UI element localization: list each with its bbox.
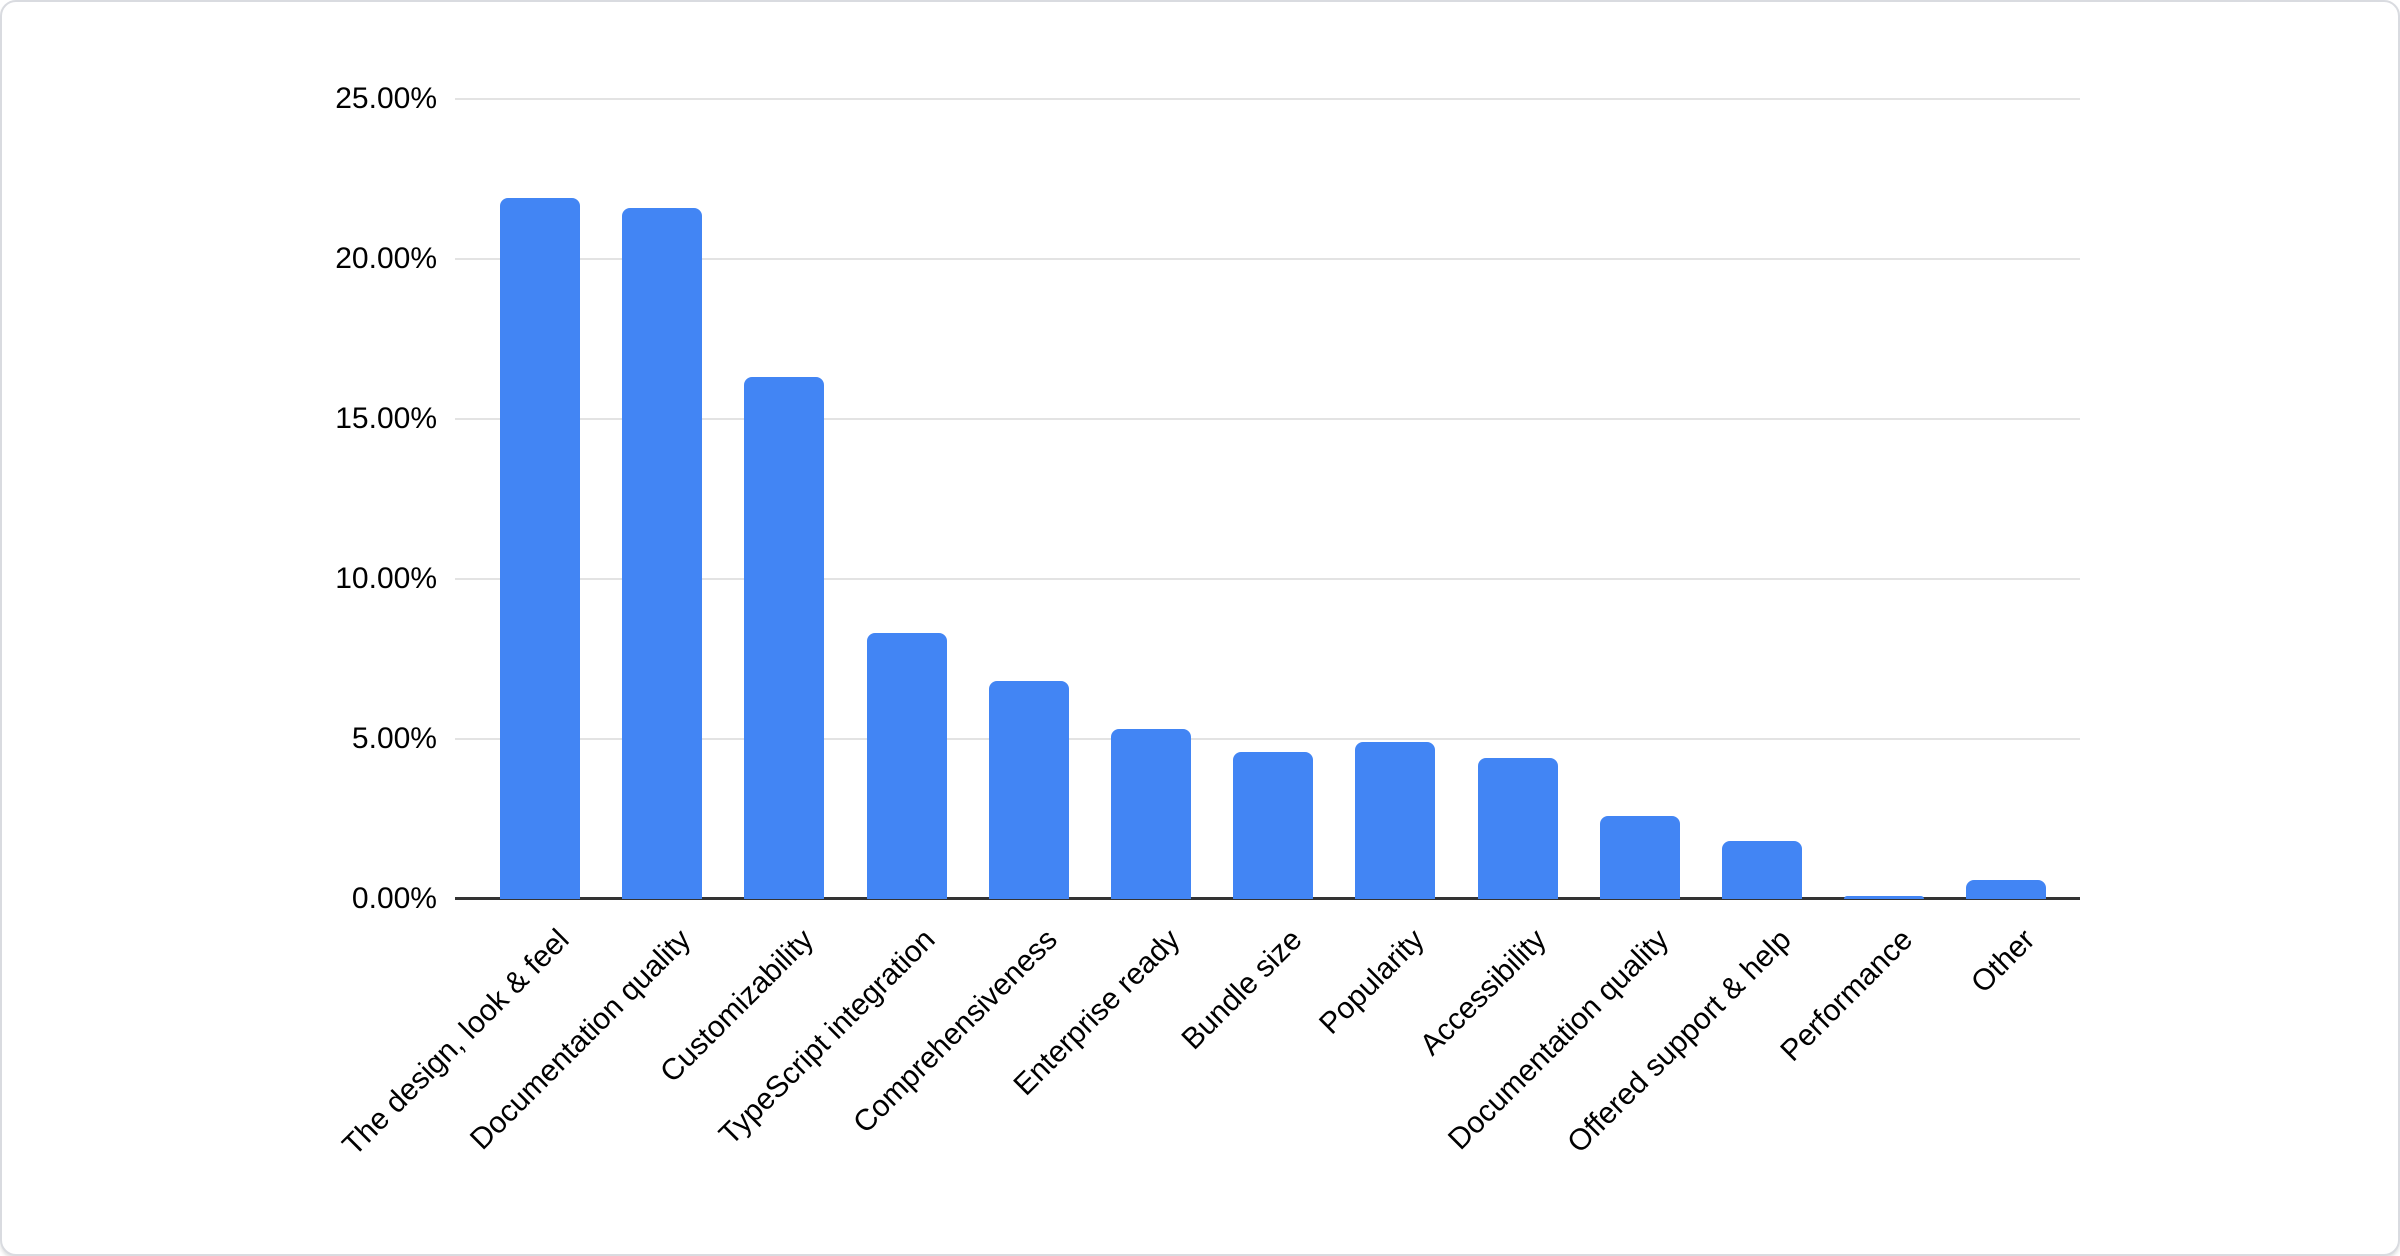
bar-the-design-look-feel[interactable] [500, 198, 580, 899]
x-axis-label: Other [1965, 923, 2042, 1000]
x-axis-label: Popularity [1313, 923, 1431, 1041]
y-axis-tick-label: 5.00% [351, 722, 437, 755]
x-axis-label: Documentation quality [1441, 923, 1676, 1157]
x-axis-label: Documentation quality [464, 923, 698, 1157]
bar-typescript-integration[interactable] [866, 633, 947, 899]
bar-popularity[interactable] [1355, 742, 1436, 899]
bar-enterprise-ready[interactable] [1111, 729, 1191, 899]
x-axis-label: Offered support & help [1560, 923, 1798, 1160]
bar-documentation-quality[interactable] [1599, 815, 1680, 899]
y-axis-tick-label: 10.00% [335, 562, 437, 595]
gridline [455, 418, 2080, 420]
bar-performance[interactable] [1844, 895, 1925, 899]
bar-chart-plot-area: 25.00% 20.00% 15.00% 10.00% 5.00% 0.00% The de… [335, 82, 2080, 1162]
bar-other[interactable] [1966, 879, 2047, 899]
gridline [455, 258, 2080, 260]
gridline [455, 738, 2080, 740]
bar-bundle-size[interactable] [1233, 751, 1314, 899]
y-axis-tick-label: 25.00% [335, 82, 437, 115]
x-axis-label: The design, look & feel [336, 923, 576, 1163]
bar-documentation-quality[interactable] [622, 207, 703, 899]
bar-customizability[interactable] [744, 377, 825, 899]
y-axis-tick-label: 20.00% [335, 242, 437, 275]
bar-accessibility[interactable] [1477, 758, 1558, 899]
gridline [455, 578, 2080, 580]
x-axis-label: Bundle size [1175, 923, 1309, 1057]
bar-offered-support-help[interactable] [1722, 841, 1802, 899]
bar-comprehensiveness[interactable] [988, 681, 1069, 899]
y-axis-tick-label: 15.00% [335, 402, 437, 435]
y-axis-tick-label: 0.00% [351, 882, 437, 915]
gridline [455, 98, 2080, 100]
x-axis-label: TypeScript integration [713, 923, 942, 1152]
x-axis-label: Comprehensiveness [847, 923, 1065, 1140]
